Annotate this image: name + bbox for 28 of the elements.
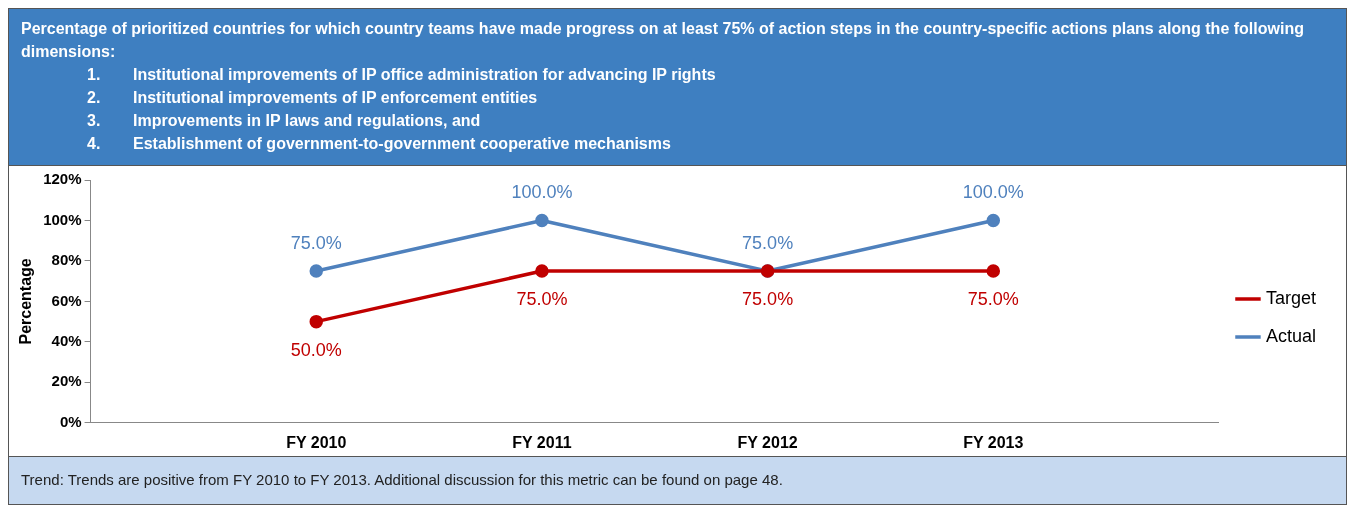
text: 4. Establishment of government-to-government cooperative mechanisms (87, 135, 671, 152)
x-tick-label: FY 2011 (512, 433, 572, 451)
data-label: 100.0% (511, 182, 573, 203)
data-label: 75.0% (967, 289, 1019, 310)
x-tick-label: FY 2013 (963, 433, 1024, 451)
y-tick-label: 60% (51, 291, 82, 309)
text: Trend: Trends are positive from FY 2010 to FY 2013. Additional discussion for this metric can be found on page 48. (9, 457, 1346, 504)
data-label: 75.0% (742, 289, 794, 310)
y-tick-label: 120% (43, 170, 82, 188)
x-tick-label: FY 2010 (286, 433, 347, 451)
y-tick-label: 100% (43, 210, 82, 228)
data-label: 100.0% (962, 182, 1024, 203)
legend-label: Target (1265, 287, 1316, 308)
y-tick-label: 40% (51, 332, 82, 350)
data-label: 75.0% (742, 233, 794, 254)
chart-title: Percentage of prioritized countries for which country teams have made progress on at least 75% of action steps in the country-specific actions plans along the following dimensions: (21, 19, 1305, 62)
text: 1. Institutional improvements of IP office administration for advancing IP rights (87, 66, 716, 83)
text: 2. Institutional improvements of IP enforcement entities (87, 89, 538, 106)
data-label: 75.0% (290, 233, 342, 254)
y-tick-label: 0% (59, 412, 82, 430)
data-label: 50.0% (290, 339, 342, 360)
data-label: 75.0% (516, 289, 568, 310)
y-axis-title: Percentage (17, 258, 35, 345)
legend-label: Actual (1265, 325, 1316, 346)
y-tick-label: 20% (51, 372, 82, 390)
text: 3. Improvements in IP laws and regulations, and (87, 112, 481, 129)
x-tick-label: FY 2012 (737, 433, 798, 451)
y-tick-label: 80% (51, 251, 82, 269)
